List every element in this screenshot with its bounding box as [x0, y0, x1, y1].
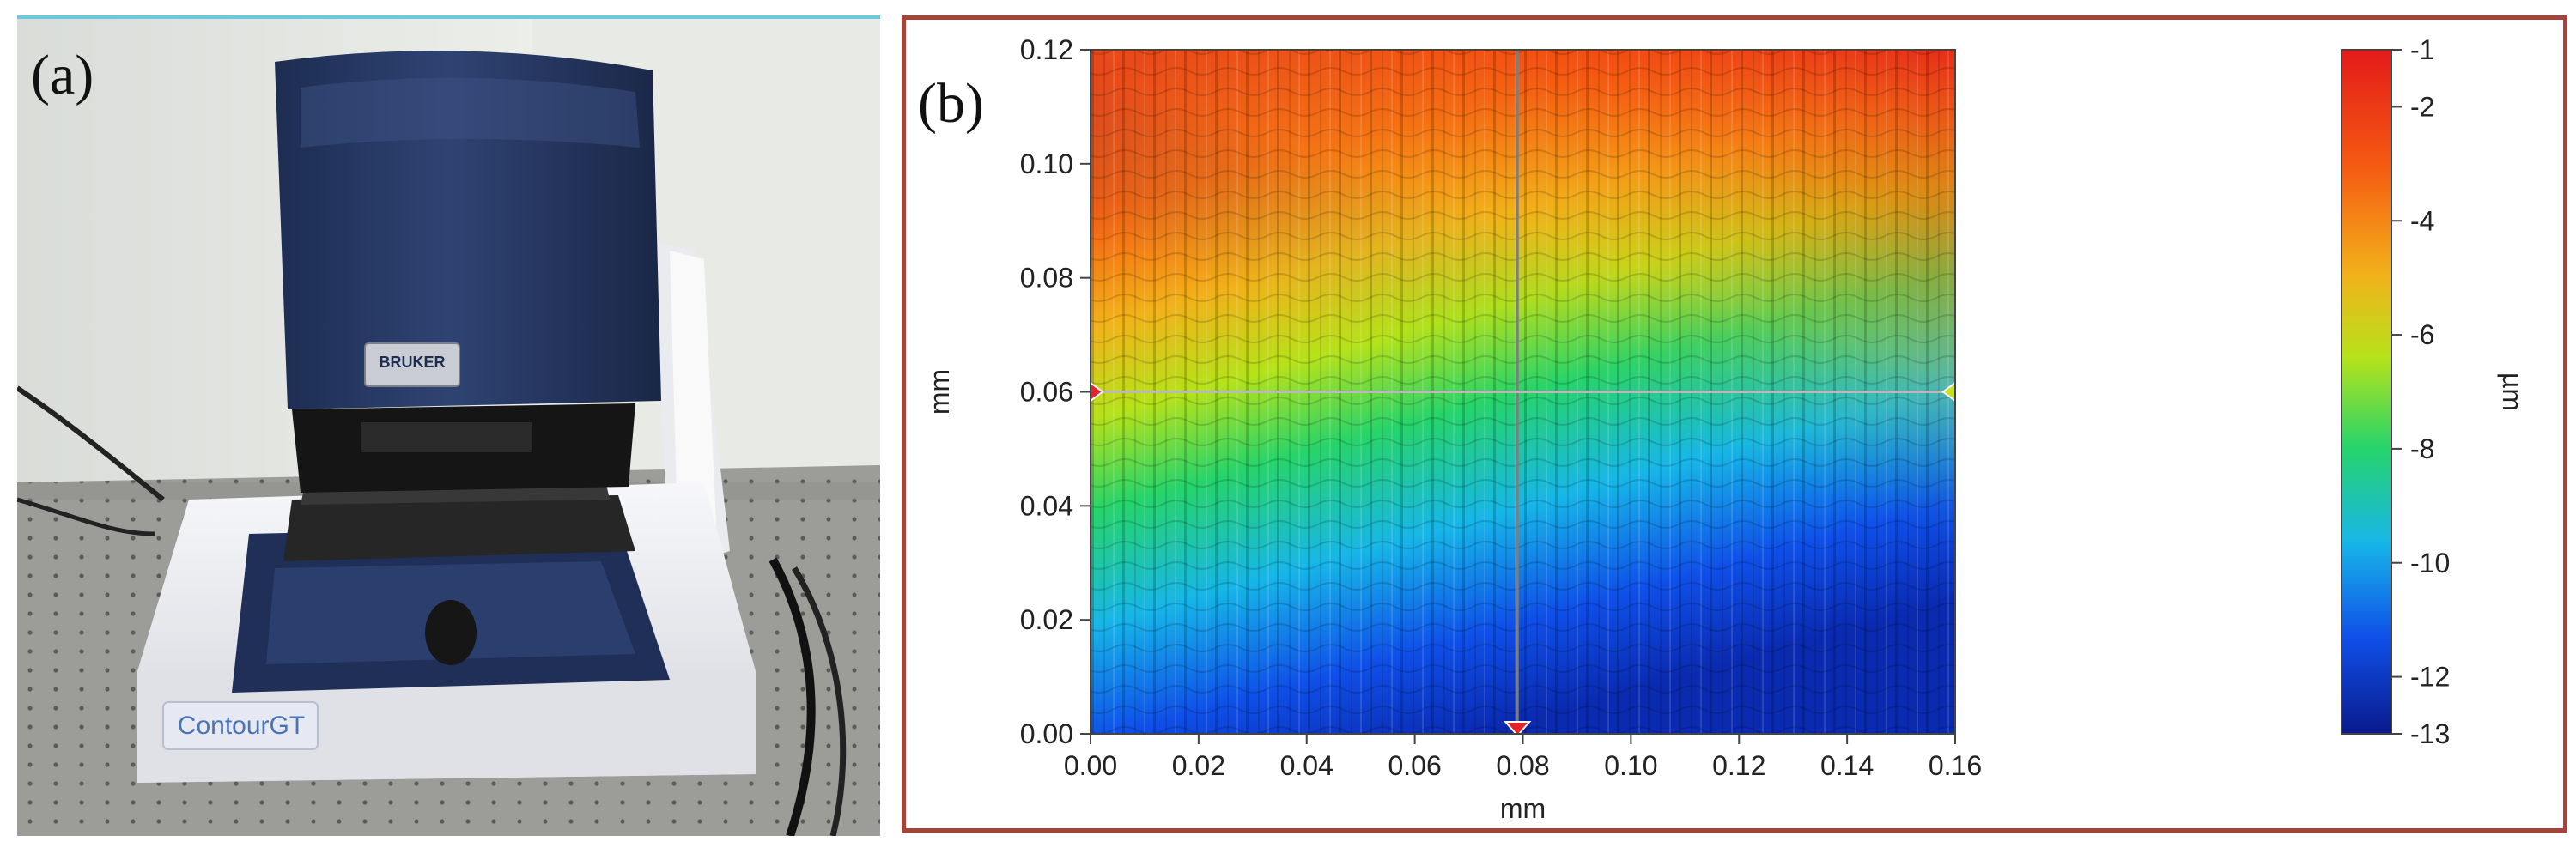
surface-map-panel: -1 -2 -4 -6 -8 -10 -12 -13 µm 0.00 0.02 0.04 0.06 0.…: [902, 15, 2567, 833]
x-tick-label: 0.10: [1604, 750, 1657, 781]
colorbar-tick-label: -8: [2410, 433, 2434, 464]
y-tick-label: 0.12: [1020, 34, 1073, 65]
colorbar-tick-label: -13: [2410, 718, 2450, 749]
y-tick-label: 0.00: [1020, 718, 1073, 749]
panel-label-b: (b): [918, 72, 984, 135]
cross-section-marker-bottom: [1504, 721, 1532, 737]
x-tick-label: 0.12: [1712, 750, 1765, 781]
colorbar-tick-label: -12: [2410, 662, 2450, 693]
colorbar-tick-label: -6: [2410, 319, 2434, 350]
x-tick-label: 0.06: [1388, 750, 1441, 781]
x-tick-label: 0.00: [1064, 750, 1117, 781]
x-tick-label: 0.14: [1820, 750, 1874, 781]
cross-section-marker-right: [1941, 379, 1958, 404]
colorbar-tick-label: -1: [2410, 34, 2434, 65]
instrument-photo-panel: (a) BRUKER ContourGT: [17, 15, 880, 836]
colorbar-tick-label: -10: [2410, 548, 2450, 578]
colorbar: [2341, 49, 2392, 735]
panel-label-a: (a): [31, 44, 94, 106]
brand-plate-text: BRUKER: [379, 354, 446, 371]
y-tick-label: 0.04: [1020, 490, 1073, 521]
y-tick-label: 0.06: [1020, 377, 1073, 408]
x-tick-label: 0.04: [1280, 750, 1334, 781]
x-tick-label: 0.08: [1496, 750, 1549, 781]
x-tick-label: 0.16: [1929, 750, 1982, 781]
y-tick-label: 0.10: [1020, 148, 1073, 179]
colorbar-tick-label: -2: [2410, 91, 2434, 122]
profilometer-photo: [17, 19, 880, 836]
x-axis-label: mm: [1500, 793, 1546, 824]
colorbar-tick-label: -4: [2410, 205, 2434, 236]
model-logo-text: ContourGT: [177, 712, 306, 740]
x-tick-label: 0.02: [1172, 750, 1225, 781]
surface-heatmap-chart: -1 -2 -4 -6 -8 -10 -12 -13 µm 0.00 0.02 0.04 0.06 0.…: [924, 34, 2528, 824]
y-tick-label: 0.02: [1020, 604, 1073, 635]
y-axis-label: mm: [924, 369, 955, 415]
colorbar-label: µm: [2497, 373, 2528, 411]
y-tick-label: 0.08: [1020, 263, 1073, 294]
